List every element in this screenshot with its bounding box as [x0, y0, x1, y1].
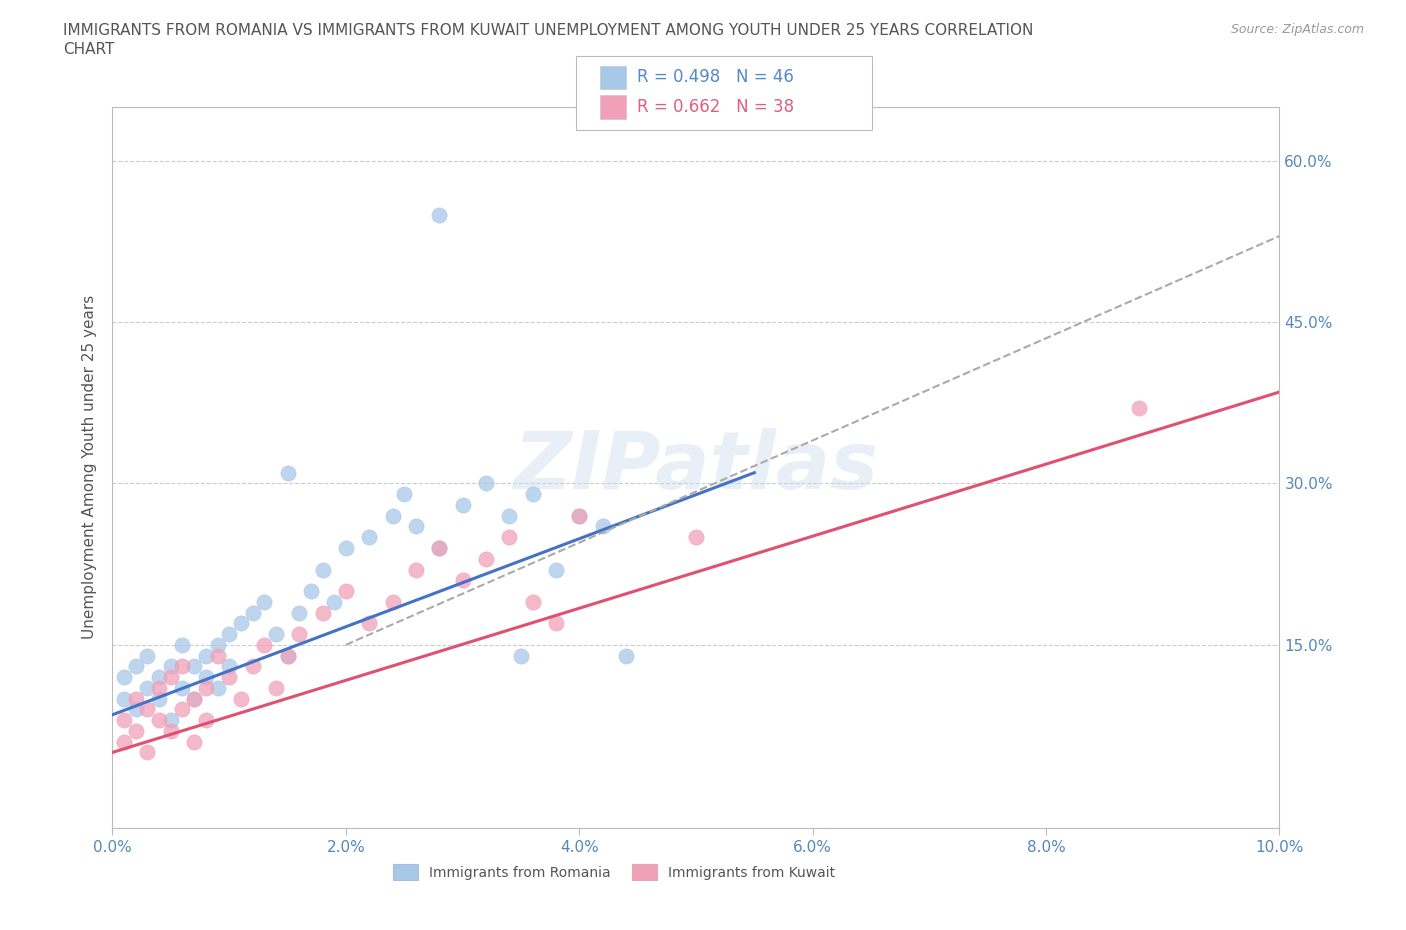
Point: [264, 681, 287, 696]
Point: [405, 562, 427, 577]
Point: [276, 465, 298, 480]
Point: [136, 648, 159, 663]
Point: [148, 670, 170, 684]
Point: [242, 658, 264, 673]
Point: [172, 681, 194, 696]
Point: [475, 476, 498, 491]
Point: [335, 540, 357, 555]
Point: [125, 702, 148, 717]
Point: [394, 486, 416, 501]
Point: [522, 594, 544, 609]
Text: Source: ZipAtlas.com: Source: ZipAtlas.com: [1230, 23, 1364, 36]
Point: [125, 691, 148, 706]
Point: [592, 519, 614, 534]
Point: [183, 658, 205, 673]
Point: [172, 658, 194, 673]
Point: [253, 637, 276, 652]
Point: [207, 648, 229, 663]
Point: [498, 530, 520, 545]
Point: [276, 648, 298, 663]
Point: [311, 562, 333, 577]
Text: ZIPatlas: ZIPatlas: [513, 429, 879, 506]
Point: [544, 616, 567, 631]
Point: [359, 530, 381, 545]
Point: [544, 562, 567, 577]
Point: [148, 691, 170, 706]
Point: [568, 509, 591, 524]
Point: [207, 637, 229, 652]
Point: [427, 540, 450, 555]
Point: [242, 605, 264, 620]
Point: [568, 509, 591, 524]
Point: [264, 627, 287, 642]
Point: [112, 670, 135, 684]
Point: [112, 734, 135, 749]
Point: [614, 648, 637, 663]
Point: [381, 509, 404, 524]
Point: [148, 712, 170, 727]
Point: [381, 594, 404, 609]
Point: [160, 724, 183, 738]
Point: [311, 605, 333, 620]
Point: [136, 702, 159, 717]
Point: [125, 724, 148, 738]
Point: [323, 594, 346, 609]
Point: [288, 627, 311, 642]
Point: [475, 551, 498, 566]
Point: [335, 584, 357, 599]
Text: CHART: CHART: [63, 42, 115, 57]
Point: [183, 691, 205, 706]
Point: [1128, 401, 1150, 416]
Point: [194, 681, 217, 696]
Point: [288, 605, 311, 620]
Point: [125, 658, 148, 673]
Point: [172, 637, 194, 652]
Point: [229, 616, 252, 631]
Point: [359, 616, 381, 631]
Point: [183, 691, 205, 706]
Point: [194, 648, 217, 663]
Point: [194, 670, 217, 684]
Point: [509, 648, 531, 663]
Point: [112, 691, 135, 706]
Point: [685, 530, 707, 545]
Legend: Immigrants from Romania, Immigrants from Kuwait: Immigrants from Romania, Immigrants from…: [388, 858, 841, 885]
Point: [451, 573, 474, 588]
Point: [229, 691, 252, 706]
Point: [160, 670, 183, 684]
Text: R = 0.662   N = 38: R = 0.662 N = 38: [637, 98, 794, 116]
Point: [160, 712, 183, 727]
Point: [451, 498, 474, 512]
Point: [276, 648, 298, 663]
Point: [218, 670, 240, 684]
Y-axis label: Unemployment Among Youth under 25 years: Unemployment Among Youth under 25 years: [82, 295, 97, 640]
Point: [405, 519, 427, 534]
Point: [253, 594, 276, 609]
Point: [194, 712, 217, 727]
Point: [498, 509, 520, 524]
Point: [218, 658, 240, 673]
Text: IMMIGRANTS FROM ROMANIA VS IMMIGRANTS FROM KUWAIT UNEMPLOYMENT AMONG YOUTH UNDER: IMMIGRANTS FROM ROMANIA VS IMMIGRANTS FR…: [63, 23, 1033, 38]
Point: [427, 207, 450, 222]
Point: [299, 584, 322, 599]
Point: [172, 702, 194, 717]
Point: [207, 681, 229, 696]
Point: [160, 658, 183, 673]
Point: [522, 486, 544, 501]
Point: [136, 681, 159, 696]
Point: [218, 627, 240, 642]
Text: R = 0.498   N = 46: R = 0.498 N = 46: [637, 68, 794, 86]
Point: [148, 681, 170, 696]
Point: [136, 745, 159, 760]
Point: [112, 712, 135, 727]
Point: [427, 540, 450, 555]
Point: [183, 734, 205, 749]
